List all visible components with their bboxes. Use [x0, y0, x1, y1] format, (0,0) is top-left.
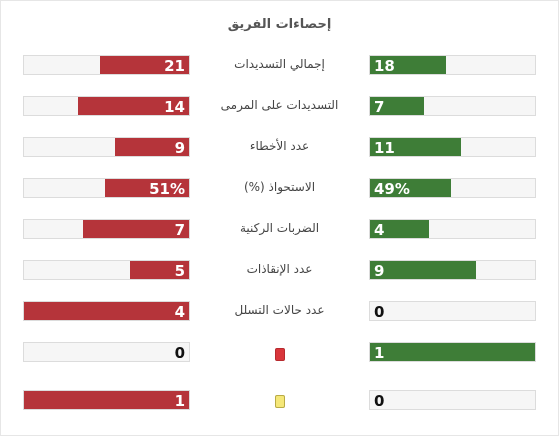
- away-value: 14: [164, 98, 185, 116]
- away-bar-fill: [114, 138, 189, 156]
- away-bar-fill: [78, 97, 189, 115]
- away-bar-track: 0: [23, 342, 190, 362]
- home-bar-track: 4: [369, 219, 536, 239]
- away-bar-track: 7: [23, 219, 190, 239]
- away-bar-fill: [129, 261, 189, 279]
- home-value: 1: [374, 344, 385, 362]
- home-value: 0: [374, 392, 385, 410]
- away-value: 4: [174, 303, 185, 321]
- home-bar-fill: [370, 138, 461, 156]
- away-bar-fill: [83, 220, 189, 238]
- home-value: 11: [374, 139, 395, 157]
- stat-row: 21 إجمالي التسديدات 18: [0, 55, 559, 77]
- away-value: 7: [174, 221, 185, 239]
- home-bar-track: 9: [369, 260, 536, 280]
- yellow-card-icon: [275, 395, 285, 408]
- home-bar-track: 11: [369, 137, 536, 157]
- away-bar-fill: [104, 179, 189, 197]
- stat-label: التسديدات على المرمى: [220, 98, 339, 112]
- stat-label: عدد حالات التسلل: [234, 303, 325, 317]
- home-bar-track: 1: [369, 342, 536, 362]
- away-value: 51%: [149, 180, 185, 198]
- home-bar-track: 0: [369, 301, 536, 321]
- away-bar-fill: [24, 302, 189, 320]
- home-bar-track: 49%: [369, 178, 536, 198]
- panel-title: إحصاءات الفريق: [227, 17, 332, 32]
- stat-row: 7 الضربات الركنية 4: [0, 219, 559, 241]
- away-bar-track: 1: [23, 390, 190, 410]
- home-bar-track: 7: [369, 96, 536, 116]
- red-card-icon: [275, 348, 285, 361]
- away-bar-track: 51%: [23, 178, 190, 198]
- stat-row: 9 عدد الأخطاء 11: [0, 137, 559, 159]
- stat-row: 4 عدد حالات التسلل 0: [0, 301, 559, 323]
- away-bar-track: 5: [23, 260, 190, 280]
- away-value: 1: [174, 392, 185, 410]
- home-bar-fill: [370, 343, 535, 361]
- home-bar-track: 0: [369, 390, 536, 410]
- away-value: 21: [164, 57, 185, 75]
- stat-row: 5 عدد الإنقاذات 9: [0, 260, 559, 282]
- home-bar-fill: [370, 179, 451, 197]
- away-value: 9: [174, 139, 185, 157]
- stat-label: الاستحواذ (%): [243, 180, 316, 194]
- home-value: 18: [374, 57, 395, 75]
- away-bar-fill: [99, 56, 189, 74]
- stat-row: 51% الاستحواذ (%) 49%: [0, 178, 559, 200]
- stat-row: 14 التسديدات على المرمى 7: [0, 96, 559, 118]
- home-value: 4: [374, 221, 385, 239]
- away-value: 0: [174, 344, 185, 362]
- away-bar-track: 9: [23, 137, 190, 157]
- home-value: 0: [374, 303, 385, 321]
- stat-label: إجمالي التسديدات: [234, 57, 325, 71]
- stat-label: عدد الإنقاذات: [246, 262, 313, 276]
- away-bar-track: 21: [23, 55, 190, 75]
- home-bar-fill: [370, 97, 425, 115]
- stat-label: عدد الأخطاء: [249, 139, 310, 153]
- away-value: 5: [174, 262, 185, 280]
- home-bar-track: 18: [369, 55, 536, 75]
- away-bar-track: 14: [23, 96, 190, 116]
- home-bar-fill: [370, 261, 476, 279]
- home-value: 49%: [374, 180, 410, 198]
- stat-label: الضربات الركنية: [239, 221, 320, 235]
- home-value: 7: [374, 98, 385, 116]
- home-value: 9: [374, 262, 385, 280]
- away-bar-track: 4: [23, 301, 190, 321]
- home-bar-fill: [370, 220, 430, 238]
- home-bar-fill: [370, 56, 446, 74]
- away-bar-fill: [24, 391, 189, 409]
